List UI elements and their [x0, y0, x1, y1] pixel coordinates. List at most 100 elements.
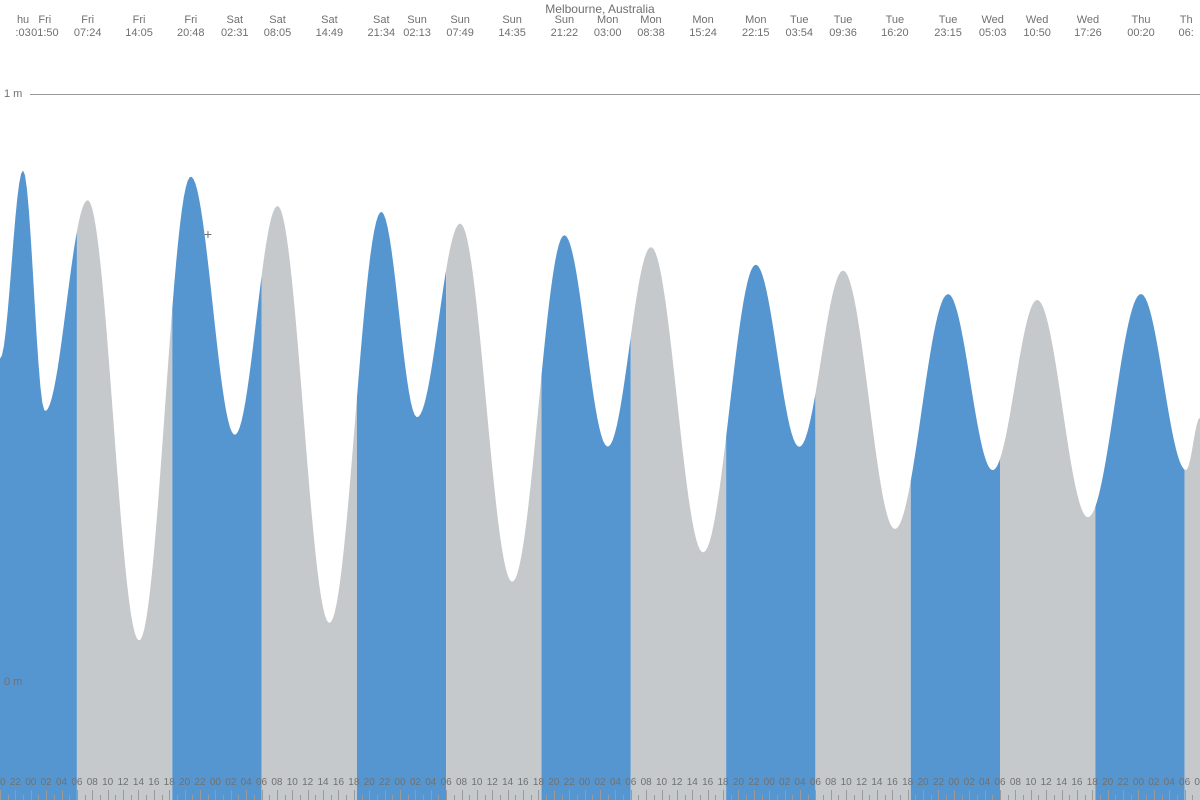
hour-tick — [692, 790, 693, 800]
hour-tick-label: 18 — [164, 777, 175, 788]
hour-tick — [677, 790, 678, 800]
hour-tick-label: 12 — [118, 777, 129, 788]
hour-tick — [485, 795, 486, 800]
hour-tick-label: 02 — [779, 777, 790, 788]
hour-tick — [969, 790, 970, 800]
hour-tick — [238, 795, 239, 800]
hour-tick-label: 22 — [933, 777, 944, 788]
hour-tick — [608, 795, 609, 800]
hour-tick — [962, 795, 963, 800]
tide-band-night — [1095, 294, 1184, 800]
hour-tick-label: 02 — [41, 777, 52, 788]
hour-tick — [1154, 790, 1155, 800]
hour-tick — [715, 795, 716, 800]
hour-tick-label: 14 — [1056, 777, 1067, 788]
hour-tick-label: 18 — [348, 777, 359, 788]
hour-tick — [446, 790, 447, 800]
hour-tick-label: 04 — [56, 777, 67, 788]
hour-tick-label: 20 — [364, 777, 375, 788]
hour-tick — [992, 795, 993, 800]
hour-tick-label: 02 — [410, 777, 421, 788]
hour-tick — [269, 795, 270, 800]
tide-band-night — [726, 265, 815, 800]
tide-chart[interactable]: Melbourne, Australia hu:03Fri01:50Fri07:… — [0, 0, 1200, 800]
hour-tick-label: 02 — [225, 777, 236, 788]
hour-tick — [808, 795, 809, 800]
hour-tick — [1092, 790, 1093, 800]
hour-tick — [577, 795, 578, 800]
hour-tick-label: 16 — [1071, 777, 1082, 788]
hour-tick — [377, 795, 378, 800]
hour-tick — [138, 790, 139, 800]
hour-tick-label: 22 — [194, 777, 205, 788]
hour-tick — [123, 790, 124, 800]
hour-tick — [1146, 795, 1147, 800]
hour-tick-label: 00 — [25, 777, 36, 788]
hour-tick-label: 16 — [333, 777, 344, 788]
hour-tick-label: 06 — [256, 777, 267, 788]
hour-tick-label: 04 — [1164, 777, 1175, 788]
hour-tick — [38, 795, 39, 800]
hour-tick-label: 10 — [1025, 777, 1036, 788]
hour-tick-label: 04 — [794, 777, 805, 788]
hour-tick — [954, 790, 955, 800]
hour-tick-label: 00 — [579, 777, 590, 788]
tide-area-plot — [0, 0, 1200, 800]
hour-tick-label: 04 — [241, 777, 252, 788]
hour-tick — [62, 790, 63, 800]
hour-tick-label: 08 — [87, 777, 98, 788]
hour-tick-label: 14 — [687, 777, 698, 788]
hour-tick — [492, 790, 493, 800]
hour-tick — [823, 795, 824, 800]
hour-tick-label: 22 — [10, 777, 21, 788]
hour-tick — [977, 795, 978, 800]
hour-tick — [1138, 790, 1139, 800]
hour-tick — [500, 795, 501, 800]
hour-axis: 2022000204060810121416182022000204060810… — [0, 776, 1200, 800]
hour-tick-label: 04 — [610, 777, 621, 788]
hour-tick — [562, 795, 563, 800]
hour-tick — [815, 790, 816, 800]
hour-tick — [1131, 795, 1132, 800]
hour-tick — [1192, 795, 1193, 800]
hour-tick — [846, 790, 847, 800]
hour-tick — [838, 795, 839, 800]
hour-tick-label: 16 — [702, 777, 713, 788]
hour-tick — [585, 790, 586, 800]
hour-tick — [877, 790, 878, 800]
hour-tick — [85, 795, 86, 800]
hour-tick — [223, 795, 224, 800]
hour-tick — [215, 790, 216, 800]
hour-tick-label: 04 — [425, 777, 436, 788]
hour-tick-label: 12 — [487, 777, 498, 788]
hour-tick — [746, 795, 747, 800]
hour-tick-label: 08 — [825, 777, 836, 788]
hour-tick-label: 00 — [210, 777, 221, 788]
hour-tick — [200, 790, 201, 800]
hour-tick — [108, 790, 109, 800]
hour-tick — [1115, 795, 1116, 800]
hour-tick-label: 12 — [671, 777, 682, 788]
hour-tick — [1023, 795, 1024, 800]
hour-tick — [800, 790, 801, 800]
hour-tick — [192, 795, 193, 800]
hour-tick — [623, 795, 624, 800]
hour-tick-label: 16 — [518, 777, 529, 788]
tide-band-day — [77, 200, 172, 800]
hour-tick — [1054, 795, 1055, 800]
hour-tick — [331, 795, 332, 800]
hour-tick — [477, 790, 478, 800]
hour-tick-label: 06 — [994, 777, 1005, 788]
hour-tick — [923, 790, 924, 800]
hour-tick — [285, 795, 286, 800]
hour-tick — [8, 795, 9, 800]
hour-tick — [338, 790, 339, 800]
tide-band-night — [0, 170, 77, 800]
hour-tick-label: 20 — [733, 777, 744, 788]
hour-tick — [15, 790, 16, 800]
hour-tick — [946, 795, 947, 800]
hour-tick — [1031, 790, 1032, 800]
hour-tick — [785, 790, 786, 800]
hour-tick-label: 02 — [1148, 777, 1159, 788]
hour-tick-label: 14 — [502, 777, 513, 788]
